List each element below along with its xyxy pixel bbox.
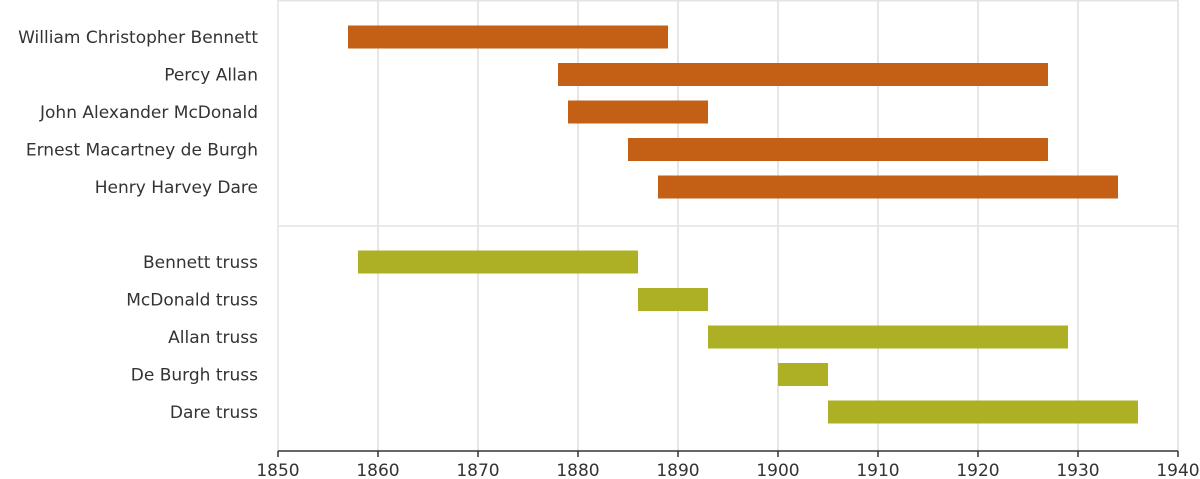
truss-row-label-4: De Burgh truss [131,366,258,386]
truss-bar-1 [358,250,638,274]
person-row-label-4: Ernest Macartney de Burgh [26,141,258,161]
x-tick-label-1850: 1850 [256,461,299,479]
truss-bar-5 [828,400,1138,424]
truss-bar-3 [708,325,1068,349]
person-row-label-3: John Alexander McDonald [39,103,258,123]
truss-row-label-1: Bennett truss [143,253,258,273]
truss-bar-4 [778,363,828,386]
truss-row-label-5: Dare truss [170,403,258,423]
x-tick-label-1870: 1870 [456,461,499,479]
x-tick-label-1930: 1930 [1056,461,1099,479]
person-bar-2 [558,63,1048,86]
person-bar-1 [348,25,668,49]
x-axis: 1850 1860 1870 1880 1890 1900 1910 1920 1930 1940 [256,450,1200,479]
panel-frames [277,0,1179,451]
x-tick-label-1880: 1880 [556,461,599,479]
person-row-label-1: William Christopher Bennett [18,28,258,48]
person-bar-3 [568,100,708,124]
x-tick-label-1900: 1900 [756,461,799,479]
x-tick-label-1860: 1860 [356,461,399,479]
person-row-label-5: Henry Harvey Dare [95,178,258,198]
x-tick-label-1940: 1940 [1156,461,1199,479]
truss-row-label-2: McDonald truss [126,291,258,311]
bar-layer [348,25,1138,424]
person-bar-5 [658,175,1118,199]
x-tick-label-1910: 1910 [856,461,899,479]
row-label-layer: William Christopher Bennett Percy Allan Jo… [18,28,258,423]
x-tick-label-1890: 1890 [656,461,699,479]
x-tick-label-1920: 1920 [956,461,999,479]
person-bar-4 [628,138,1048,161]
person-row-label-2: Percy Allan [164,66,258,86]
truss-row-label-3: Allan truss [168,328,258,348]
truss-bar-2 [638,288,708,311]
